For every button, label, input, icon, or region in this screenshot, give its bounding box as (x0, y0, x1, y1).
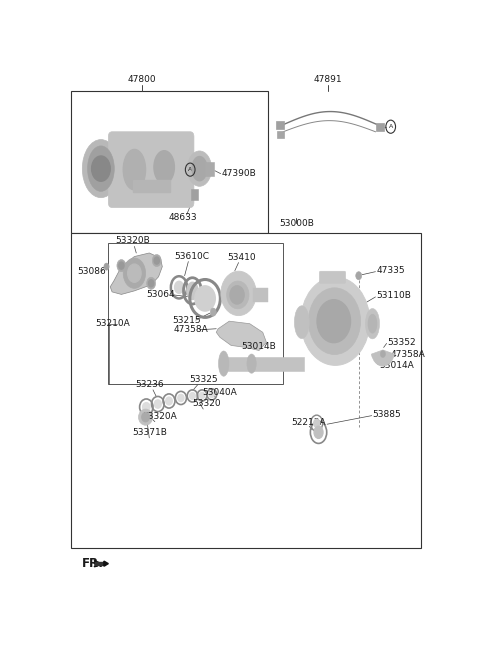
Text: 53325: 53325 (189, 375, 217, 384)
Ellipse shape (187, 151, 212, 186)
Text: 53014B: 53014B (241, 342, 276, 351)
Bar (276, 121, 284, 129)
Text: 53410: 53410 (227, 253, 256, 262)
Circle shape (117, 260, 126, 272)
Ellipse shape (218, 351, 229, 377)
Text: 53210A: 53210A (96, 319, 130, 328)
Ellipse shape (294, 306, 309, 338)
Circle shape (210, 308, 216, 316)
Ellipse shape (309, 288, 360, 354)
Polygon shape (95, 562, 106, 565)
Circle shape (128, 264, 141, 282)
Bar (108, 243, 283, 384)
Text: 53371B: 53371B (132, 428, 167, 438)
Ellipse shape (195, 286, 216, 311)
Text: 47358A: 47358A (390, 350, 425, 359)
Ellipse shape (139, 409, 153, 425)
Text: 53000B: 53000B (279, 219, 313, 228)
Ellipse shape (200, 392, 205, 398)
Ellipse shape (192, 157, 207, 181)
Circle shape (152, 255, 161, 266)
Ellipse shape (187, 282, 198, 299)
Bar (277, 131, 284, 138)
Ellipse shape (209, 392, 215, 398)
Ellipse shape (247, 354, 256, 373)
Text: 53014A: 53014A (379, 361, 414, 370)
Text: 53320B: 53320B (115, 236, 150, 245)
Ellipse shape (142, 413, 149, 422)
Text: 53320A: 53320A (143, 412, 177, 420)
Circle shape (314, 426, 323, 438)
Ellipse shape (227, 281, 249, 309)
Polygon shape (104, 561, 108, 566)
Polygon shape (216, 321, 266, 350)
Text: 48633: 48633 (168, 213, 197, 222)
Ellipse shape (154, 151, 174, 184)
Text: 53885: 53885 (372, 410, 401, 419)
Bar (191, 189, 198, 200)
Bar (71, 233, 421, 548)
Bar (224, 356, 304, 371)
Ellipse shape (230, 286, 244, 304)
Text: 47335: 47335 (377, 266, 406, 275)
Text: 53320: 53320 (192, 399, 221, 408)
Ellipse shape (221, 271, 256, 316)
Circle shape (119, 262, 124, 269)
Circle shape (92, 156, 110, 181)
Circle shape (314, 419, 320, 427)
Text: 47891: 47891 (313, 75, 342, 84)
Circle shape (148, 279, 154, 287)
Text: 53064: 53064 (146, 291, 175, 299)
Text: 47800: 47800 (128, 75, 156, 84)
Ellipse shape (83, 140, 120, 197)
Ellipse shape (368, 315, 377, 333)
Bar (71, 91, 268, 233)
Bar (253, 288, 268, 302)
Ellipse shape (190, 392, 195, 400)
Ellipse shape (365, 308, 380, 339)
Text: FR.: FR. (82, 557, 104, 570)
Wedge shape (372, 350, 395, 366)
Circle shape (356, 272, 362, 279)
Polygon shape (110, 253, 162, 295)
Bar (132, 180, 170, 192)
Circle shape (154, 257, 159, 264)
Circle shape (123, 258, 145, 289)
Text: 47358A: 47358A (174, 325, 208, 335)
Text: 47390B: 47390B (222, 169, 257, 178)
Text: 53040A: 53040A (203, 388, 237, 397)
Ellipse shape (123, 150, 145, 190)
Text: A: A (389, 124, 393, 129)
Bar (205, 161, 215, 176)
Text: 53086: 53086 (77, 267, 106, 276)
Text: 53110B: 53110B (376, 291, 411, 300)
Text: 53236: 53236 (135, 380, 164, 389)
Ellipse shape (317, 300, 350, 342)
FancyBboxPatch shape (319, 271, 346, 283)
Ellipse shape (166, 397, 172, 405)
Ellipse shape (143, 403, 150, 411)
Bar (376, 123, 384, 131)
Ellipse shape (301, 277, 370, 365)
Circle shape (380, 350, 385, 358)
Circle shape (104, 263, 109, 270)
Ellipse shape (178, 394, 184, 401)
Text: A: A (188, 167, 192, 172)
Text: 52213A: 52213A (291, 418, 326, 426)
Text: 53215: 53215 (172, 316, 201, 325)
Ellipse shape (155, 400, 161, 408)
Circle shape (147, 277, 156, 289)
Text: 53610C: 53610C (175, 251, 210, 260)
FancyBboxPatch shape (108, 132, 194, 207)
Text: 53352: 53352 (387, 338, 416, 347)
Circle shape (175, 281, 183, 293)
Ellipse shape (87, 146, 114, 192)
